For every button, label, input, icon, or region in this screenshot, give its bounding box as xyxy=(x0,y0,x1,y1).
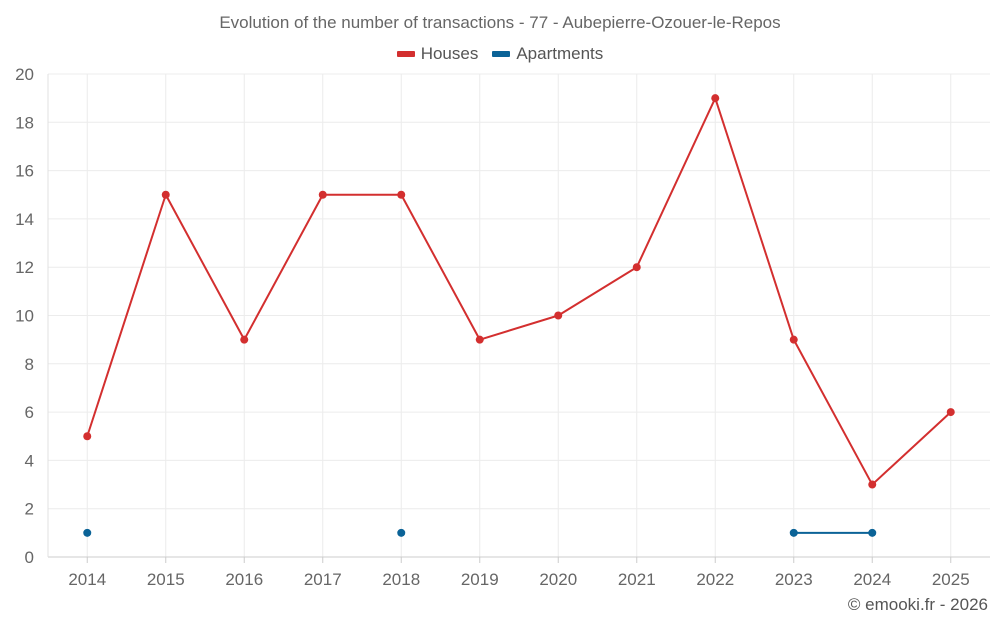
legend-swatch-apartments xyxy=(492,51,511,57)
y-tick-label: 0 xyxy=(25,548,34,567)
series-lines xyxy=(86,97,952,534)
chart-title: Evolution of the number of transactions … xyxy=(219,13,781,32)
x-tick-label: 2019 xyxy=(461,570,499,589)
y-tick-label: 18 xyxy=(15,113,34,132)
data-point-houses[interactable] xyxy=(475,335,484,344)
x-tick-label: 2017 xyxy=(304,570,342,589)
chart-legend: Houses Apartments xyxy=(0,44,1000,64)
y-tick-label: 6 xyxy=(25,403,34,422)
legend-label-apartments: Apartments xyxy=(516,44,604,63)
data-point-houses[interactable] xyxy=(318,190,327,199)
x-tick-label: 2025 xyxy=(932,570,970,589)
y-tick-labels: 0 2 4 6 8 10 12 14 16 18 20 xyxy=(15,65,34,567)
data-point-houses[interactable] xyxy=(554,311,563,320)
y-tick-label: 4 xyxy=(25,451,34,470)
data-point-houses[interactable] xyxy=(161,190,170,199)
x-tick-label: 2016 xyxy=(225,570,263,589)
legend-swatch-houses xyxy=(396,51,415,57)
x-tick-labels: 2014 2015 2016 2017 2018 2019 2020 2021 2022 2023… xyxy=(68,570,969,589)
x-tick-label: 2015 xyxy=(147,570,185,589)
y-tick-label: 16 xyxy=(15,162,34,181)
axes xyxy=(47,74,990,563)
legend-item-apartments[interactable]: Apartments xyxy=(492,44,603,64)
data-point-houses[interactable] xyxy=(397,190,406,199)
x-tick-label: 2023 xyxy=(775,570,813,589)
data-point-houses[interactable] xyxy=(946,408,955,417)
y-tick-label: 8 xyxy=(25,355,34,374)
y-tick-label: 12 xyxy=(15,258,34,277)
y-tick-label: 14 xyxy=(15,210,34,229)
copyright-credit: © emooki.fr - 2026 xyxy=(847,595,988,614)
data-point-apartments[interactable] xyxy=(397,528,406,537)
y-tick-label: 10 xyxy=(15,307,34,326)
y-tick-label: 2 xyxy=(25,500,34,519)
data-point-apartments[interactable] xyxy=(868,528,877,537)
y-tick-label: 20 xyxy=(15,65,34,84)
data-point-houses[interactable] xyxy=(632,263,641,272)
legend-label-houses: Houses xyxy=(420,44,479,63)
data-point-houses[interactable] xyxy=(83,432,92,441)
data-point-apartments[interactable] xyxy=(789,528,798,537)
grid-lines xyxy=(48,73,990,557)
data-point-houses[interactable] xyxy=(711,94,720,103)
data-point-houses[interactable] xyxy=(240,335,249,344)
x-tick-label: 2020 xyxy=(539,570,577,589)
x-tick-label: 2024 xyxy=(853,570,891,589)
x-tick-label: 2014 xyxy=(68,570,106,589)
x-tick-label: 2021 xyxy=(618,570,656,589)
data-point-houses[interactable] xyxy=(868,480,877,489)
series-line-houses xyxy=(86,97,952,486)
x-tick-label: 2018 xyxy=(382,570,420,589)
data-point-houses[interactable] xyxy=(789,335,798,344)
data-points xyxy=(83,94,955,537)
x-tick-label: 2022 xyxy=(696,570,734,589)
legend-item-houses[interactable]: Houses xyxy=(396,44,479,64)
data-point-apartments[interactable] xyxy=(83,528,92,537)
